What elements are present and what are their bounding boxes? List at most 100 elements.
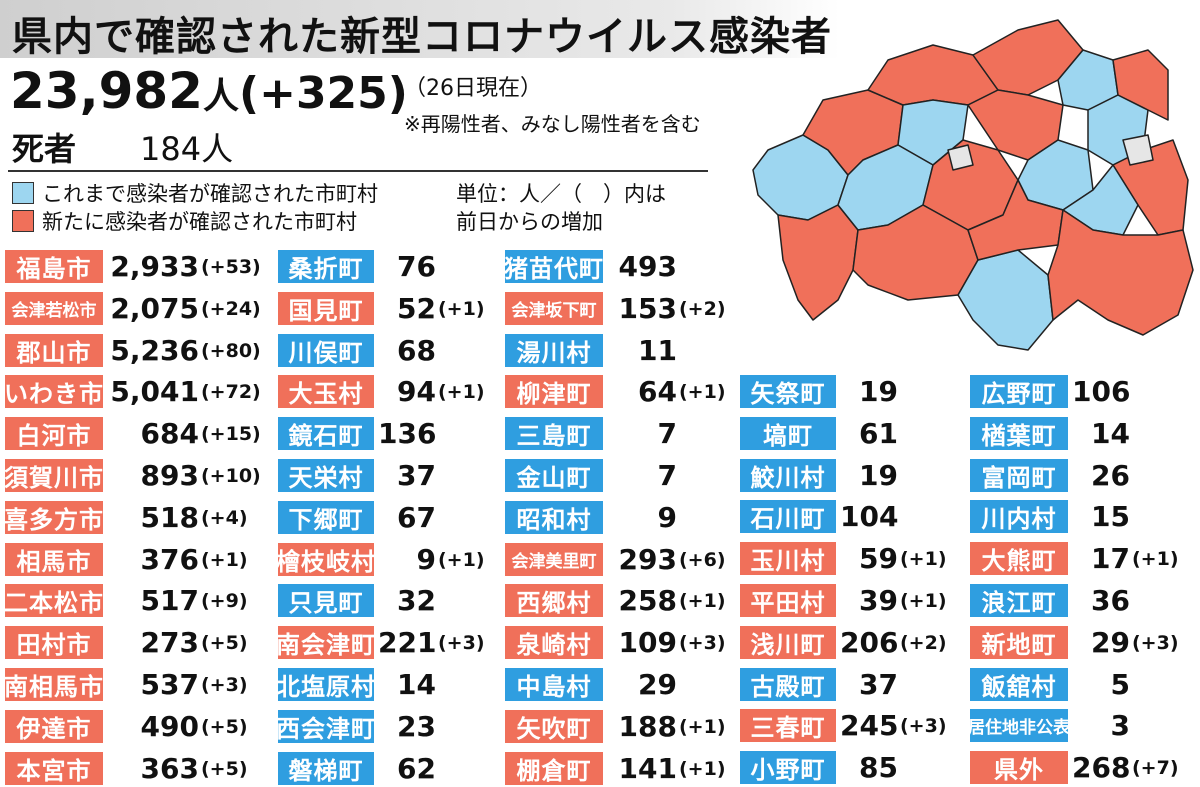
case-count: 11	[638, 334, 677, 367]
case-count: 3	[1110, 709, 1130, 742]
municipality-name: 二本松市	[5, 584, 103, 617]
municipality-name: 郡山市	[5, 334, 103, 367]
map-region	[947, 144, 974, 171]
case-delta: (+2)	[679, 297, 726, 320]
municipality-name: 伊達市	[5, 710, 103, 743]
case-delta: (+10)	[201, 464, 261, 487]
municipality-row: 大熊町 17 (+1)	[970, 542, 1195, 575]
case-count: 14	[1091, 417, 1130, 450]
case-count: 59	[859, 542, 898, 575]
map-region	[1047, 209, 1194, 336]
municipality-row: 福島市 2,933 (+53)	[5, 250, 261, 283]
municipality-name: 新地町	[970, 626, 1068, 659]
case-count: 19	[859, 459, 898, 492]
municipality-row: 県外 268 (+7)	[970, 751, 1195, 784]
municipality-row: 居住地非公表 3	[970, 709, 1195, 742]
municipality-name: 三島町	[505, 417, 603, 450]
municipality-row: いわき市 5,041 (+72)	[5, 375, 261, 408]
municipality-name: 会津若松市	[5, 292, 103, 325]
as-of-date: （26日現在）	[404, 76, 542, 101]
municipality-name: 川俣町	[278, 334, 374, 367]
municipality-row: 富岡町 26	[970, 459, 1195, 492]
municipality-row: 楢葉町 14	[970, 417, 1195, 450]
case-count: 188	[618, 710, 677, 743]
case-count: 268	[1072, 751, 1131, 784]
case-count: 893	[140, 459, 199, 492]
municipality-row: 伊達市 490 (+5)	[5, 710, 248, 743]
case-count: 2,075	[110, 292, 199, 325]
case-count: 2,933	[110, 250, 199, 283]
case-count: 76	[397, 250, 436, 283]
municipality-name: 浪江町	[970, 584, 1068, 617]
case-delta: (+1)	[900, 547, 947, 570]
municipality-name: 猪苗代町	[505, 250, 603, 283]
case-delta: (+1)	[438, 548, 485, 571]
case-delta: (+1)	[201, 548, 248, 571]
municipality-name: 磐梯町	[278, 752, 374, 785]
municipality-row: 浪江町 36	[970, 584, 1195, 617]
case-count: 518	[140, 501, 199, 534]
map-region	[957, 249, 1054, 351]
municipality-name: いわき市	[5, 375, 103, 408]
case-delta: (+1)	[679, 715, 726, 738]
municipality-row: 古殿町 37	[740, 668, 970, 701]
legend-existing: これまで感染者が確認された市町村	[12, 178, 378, 208]
total-count: 23,982	[10, 62, 203, 120]
legend-existing-label: これまで感染者が確認された市町村	[42, 182, 378, 206]
municipality-row: 本宮市 363 (+5)	[5, 752, 248, 785]
municipality-name: 棚倉町	[505, 752, 603, 785]
municipality-row: 川内村 15	[970, 500, 1195, 533]
case-delta: (+1)	[438, 297, 485, 320]
municipality-name: 白河市	[5, 417, 103, 450]
municipality-row: 喜多方市 518 (+4)	[5, 501, 248, 534]
unit-note-line2: 前日からの増加	[456, 210, 603, 234]
municipality-row: 桑折町 76	[278, 250, 508, 283]
municipality-name: 相馬市	[5, 543, 103, 576]
municipality-name: 会津美里町	[505, 543, 603, 576]
municipality-row: 小野町 85	[740, 751, 970, 784]
municipality-row: 南会津町 221 (+3)	[278, 626, 508, 659]
municipality-name: 須賀川市	[5, 459, 103, 492]
municipality-name: 南相馬市	[5, 668, 103, 701]
page-title: 県内で確認された新型コロナウイルス感染者	[12, 14, 832, 60]
deaths-value: 184人	[140, 130, 234, 168]
case-delta: (+3)	[679, 631, 726, 654]
municipality-row: 鮫川村 19	[740, 459, 970, 492]
case-count: 85	[859, 751, 898, 784]
case-count: 15	[1091, 500, 1130, 533]
municipality-row: 猪苗代町 493	[505, 250, 735, 283]
municipality-row: 国見町 52 (+1)	[278, 292, 508, 325]
case-delta: (+3)	[1132, 631, 1179, 654]
municipality-name: 天栄村	[278, 459, 374, 492]
municipality-name: 田村市	[5, 626, 103, 659]
case-count: 153	[618, 292, 677, 325]
municipality-name: 浅川町	[740, 626, 836, 659]
case-count: 109	[618, 626, 677, 659]
case-delta: (+1)	[679, 380, 726, 403]
municipality-row: 飯舘村 5	[970, 668, 1195, 701]
case-delta: (+5)	[201, 631, 248, 654]
municipality-row: 鏡石町 136	[278, 417, 508, 450]
municipality-name: 飯舘村	[970, 668, 1068, 701]
municipality-name: 鮫川村	[740, 459, 836, 492]
municipality-name: 大熊町	[970, 542, 1068, 575]
municipality-row: 須賀川市 893 (+10)	[5, 459, 261, 492]
municipality-row: 会津若松市 2,075 (+24)	[5, 292, 261, 325]
case-count: 7	[657, 459, 677, 492]
case-delta: (+72)	[201, 380, 261, 403]
case-count: 537	[140, 668, 199, 701]
municipality-name: 石川町	[740, 500, 836, 533]
case-count: 29	[638, 668, 677, 701]
case-delta: (+2)	[900, 631, 947, 654]
case-count: 376	[140, 543, 199, 576]
case-delta: (+3)	[438, 631, 485, 654]
municipality-row: 大玉村 94 (+1)	[278, 375, 508, 408]
case-count: 14	[397, 668, 436, 701]
municipality-row: 浅川町 206 (+2)	[740, 626, 970, 659]
case-count: 37	[397, 459, 436, 492]
municipality-name: 富岡町	[970, 459, 1068, 492]
case-count: 684	[140, 417, 199, 450]
municipality-row: 郡山市 5,236 (+80)	[5, 334, 261, 367]
case-count: 245	[840, 709, 899, 742]
municipality-name: 北塩原村	[278, 668, 374, 701]
